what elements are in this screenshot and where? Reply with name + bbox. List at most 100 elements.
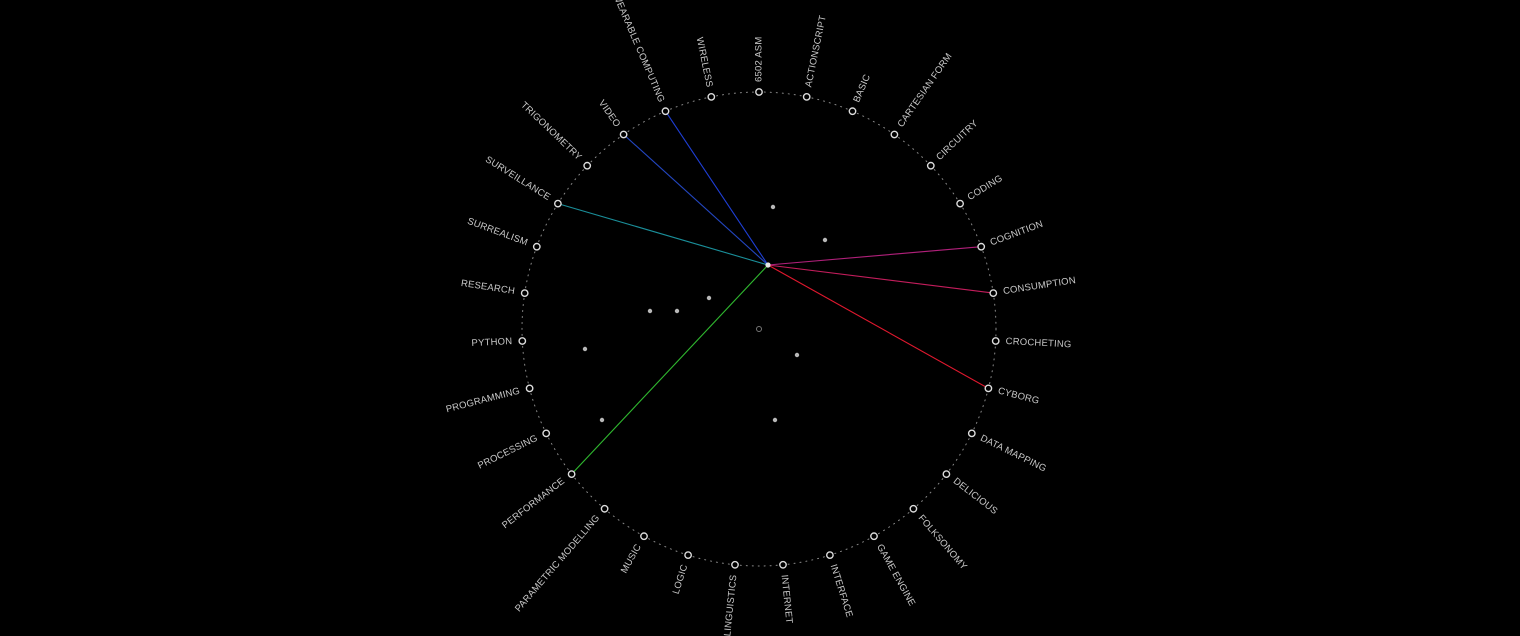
node-circle[interactable] [520, 289, 529, 297]
node-circle[interactable] [909, 504, 918, 513]
topic-label[interactable]: PERFORMANCE [500, 476, 567, 531]
topic-node-coding[interactable]: CODING [956, 173, 1005, 208]
node-circle[interactable] [779, 560, 787, 569]
topic-node-cognition[interactable]: COGNITION [977, 219, 1045, 251]
topic-node-surveillance[interactable]: SURVEILLANCE [483, 154, 562, 208]
topic-node-crocheting[interactable]: CROCHETING [991, 336, 1072, 350]
topic-node-game-engine[interactable]: GAME ENGINE [870, 532, 918, 608]
node-circle[interactable] [991, 337, 1000, 345]
topic-label[interactable]: LOGIC [671, 563, 691, 595]
node-circle[interactable] [661, 107, 670, 116]
node-circle[interactable] [989, 289, 998, 297]
topic-node-programming[interactable]: PROGRAMMING [445, 384, 534, 416]
node-circle[interactable] [890, 130, 899, 139]
topic-node-cartesian-form[interactable]: CARTESIAN FORM [890, 51, 955, 139]
topic-label[interactable]: PROGRAMMING [445, 386, 521, 416]
node-circle[interactable] [956, 199, 964, 208]
topic-node-internet[interactable]: INTERNET [779, 560, 795, 625]
topic-label[interactable]: CIRCUITRY [934, 118, 981, 163]
node-circle[interactable] [583, 161, 592, 170]
topic-label[interactable]: INTERFACE [828, 563, 855, 619]
topic-label[interactable]: DELICIOUS [951, 476, 1000, 517]
topic-node-wearable-computing[interactable]: WEARABLE COMPUTING [610, 0, 670, 116]
inner-dot [706, 295, 712, 301]
topic-label[interactable]: PYTHON [471, 336, 512, 349]
node-circle[interactable] [731, 560, 739, 569]
node-circle[interactable] [926, 161, 935, 170]
inner-dot [822, 237, 828, 243]
hub-node[interactable] [765, 262, 771, 268]
topic-node-basic[interactable]: BASIC [848, 73, 873, 116]
topic-label[interactable]: PARAMETRIC MODELLING [513, 513, 602, 614]
node-circle[interactable] [600, 504, 609, 513]
topic-label[interactable]: VIDEO [596, 98, 622, 129]
topic-node-video[interactable]: VIDEO [596, 98, 628, 139]
node-circle[interactable] [640, 532, 648, 541]
topic-node-data-mapping[interactable]: DATA MAPPING [967, 429, 1049, 475]
topic-label[interactable]: RESEARCH [460, 278, 515, 297]
topic-label[interactable]: COGNITION [989, 219, 1045, 249]
topic-label[interactable]: TRIGONOMETRY [518, 100, 584, 163]
topic-label[interactable]: SURREALISM [466, 216, 530, 248]
topic-node-python[interactable]: PYTHON [471, 336, 527, 349]
connection-line-cyborg [767, 264, 989, 389]
node-circle[interactable] [619, 130, 628, 139]
topic-label[interactable]: SURVEILLANCE [483, 154, 552, 203]
topic-label[interactable]: WEARABLE COMPUTING [610, 0, 666, 104]
node-circle[interactable] [826, 551, 834, 559]
topic-node-wireless[interactable]: WIRELESS [694, 36, 716, 101]
node-circle[interactable] [707, 93, 716, 101]
topic-label[interactable]: CODING [966, 173, 1005, 203]
topic-label[interactable]: CROCHETING [1005, 336, 1071, 350]
center-marker [756, 326, 762, 332]
topic-label[interactable]: CONSUMPTION [1002, 275, 1076, 297]
topic-label[interactable]: LINGUISTICS [722, 574, 739, 636]
topic-node-cyborg[interactable]: CYBORG [984, 384, 1041, 407]
node-circle[interactable] [525, 384, 534, 393]
node-circle[interactable] [518, 337, 527, 345]
topic-label[interactable]: 6502 ASM [754, 37, 765, 82]
topic-node-research[interactable]: RESEARCH [460, 278, 529, 297]
node-circle[interactable] [870, 532, 878, 541]
topic-node-surrealism[interactable]: SURREALISM [466, 216, 541, 251]
node-circle[interactable] [532, 242, 541, 251]
topic-node-trigonometry[interactable]: TRIGONOMETRY [518, 100, 592, 170]
node-circle[interactable] [684, 551, 692, 559]
node-circle[interactable] [554, 199, 562, 208]
topic-label[interactable]: CARTESIAN FORM [896, 51, 955, 129]
topic-node-interface[interactable]: INTERFACE [826, 551, 855, 619]
topic-node-folksonomy[interactable]: FOLKSONOMY [909, 504, 970, 573]
node-circle[interactable] [984, 384, 993, 393]
topic-label[interactable]: DATA MAPPING [978, 433, 1048, 475]
topic-label[interactable]: CYBORG [997, 386, 1041, 407]
node-circle[interactable] [567, 470, 576, 478]
node-circle[interactable] [755, 88, 763, 96]
node-circle[interactable] [967, 429, 976, 438]
topic-node-logic[interactable]: LOGIC [671, 551, 692, 596]
topic-node-actionscript[interactable]: ACTIONSCRIPT [802, 14, 829, 101]
topic-label[interactable]: FOLKSONOMY [916, 513, 970, 573]
topic-label[interactable]: GAME ENGINE [874, 542, 917, 608]
node-circle[interactable] [977, 242, 986, 251]
topic-node-consumption[interactable]: CONSUMPTION [989, 275, 1077, 297]
topic-node-parametric-modelling[interactable]: PARAMETRIC MODELLING [513, 504, 609, 615]
topic-node-circuitry[interactable]: CIRCUITRY [926, 118, 981, 170]
topic-node-delicious[interactable]: DELICIOUS [942, 470, 1000, 517]
topic-label[interactable]: WIRELESS [694, 36, 715, 88]
connection-line-surveillance [557, 203, 769, 266]
topic-node-linguistics[interactable]: LINGUISTICS [722, 560, 739, 636]
topic-label[interactable]: PROCESSING [476, 433, 540, 472]
topic-node-performance[interactable]: PERFORMANCE [500, 470, 576, 531]
node-circle[interactable] [542, 429, 551, 438]
topic-label[interactable]: ACTIONSCRIPT [803, 14, 828, 88]
topic-node-music[interactable]: MUSIC [619, 532, 648, 575]
topic-node-6502-asm[interactable]: 6502 ASM [754, 37, 765, 96]
connection-line-consumption [767, 264, 994, 294]
topic-label[interactable]: MUSIC [619, 542, 644, 575]
topic-label[interactable]: BASIC [851, 73, 873, 104]
node-circle[interactable] [942, 470, 951, 478]
node-circle[interactable] [802, 93, 811, 101]
node-circle[interactable] [848, 107, 857, 116]
topic-label[interactable]: INTERNET [779, 574, 795, 624]
topic-node-processing[interactable]: PROCESSING [476, 429, 551, 472]
